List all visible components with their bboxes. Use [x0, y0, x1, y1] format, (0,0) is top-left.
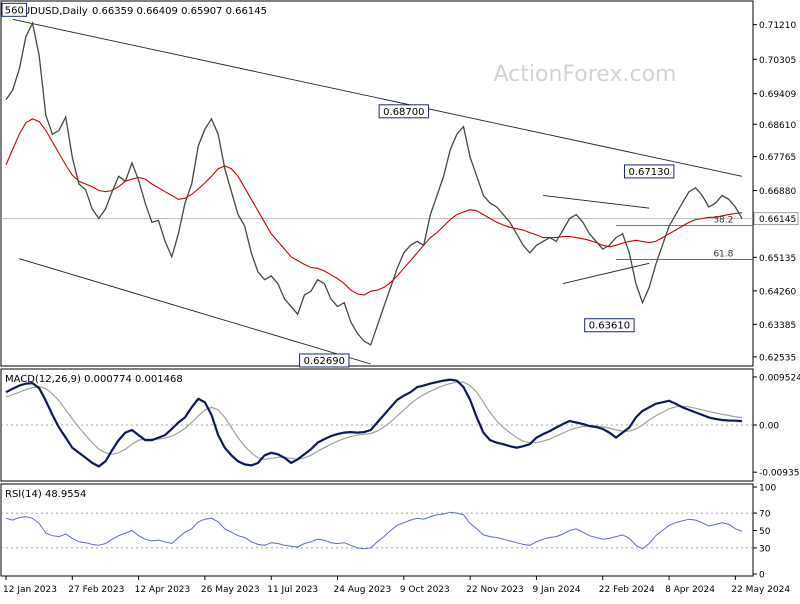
rsi-y-tick-label: 50	[759, 527, 771, 537]
x-tick-label: 12 Jan 2023	[3, 585, 57, 595]
trendline	[19, 258, 371, 365]
macd-signal-line	[5, 381, 743, 460]
macd-line	[5, 378, 743, 468]
macd-y-tick-label: 0.009524	[759, 373, 800, 383]
rsi-title: RSI(14) 48.9554	[5, 489, 86, 500]
watermark: ActionForex.com	[494, 62, 677, 87]
x-tick-label: 12 Apr 2023	[135, 585, 191, 595]
x-tick-label: 22 May 2024	[731, 585, 790, 595]
y-tick-label: 0.65135	[759, 254, 796, 264]
price-trendlines	[12, 18, 753, 365]
y-tick-label: 0.68610	[759, 121, 796, 131]
macd-layer: 0.009524 0.00 -0.00935	[1, 373, 800, 479]
x-tick-label: 9 Oct 2023	[400, 585, 450, 595]
price-label-box	[623, 164, 675, 179]
price-label: 0.62690	[304, 356, 345, 367]
macd-y-tick-label: 0.00	[759, 422, 779, 432]
macd-y-tick-label: -0.00935	[759, 469, 799, 479]
fib-level-label: 38.2	[713, 215, 733, 225]
x-tick-label: 26 May 2023	[201, 585, 260, 595]
rsi-y-tick-label: 0	[759, 571, 765, 581]
rsi-y-tick-label: 70	[759, 510, 771, 520]
price-label-box	[299, 353, 350, 368]
price-label: 560	[5, 5, 24, 16]
trendline	[543, 195, 650, 209]
price-panel-frame	[0, 0, 754, 367]
price-y-axis: 0.71210 0.70305 0.69409 0.68610 0.67765 0.668…	[753, 21, 799, 363]
price-label: 0.63610	[589, 321, 630, 332]
price-label-box	[378, 104, 430, 119]
fib-level-label: 61.8	[713, 249, 733, 259]
rsi-panel-frame	[0, 483, 754, 577]
macd-title: MACD(12,26,9) 0.000774 0.001468	[5, 374, 183, 385]
ohlc-values: 0.66359 0.66409 0.65907 0.66145	[92, 6, 267, 17]
y-tick-label: 0.63385	[759, 321, 796, 331]
x-tick-label: 24 Aug 2023	[334, 585, 392, 595]
x-axis: 12 Jan 2023 27 Feb 2023 12 Apr 2023 26 May …	[3, 576, 790, 595]
y-tick-label: 0.62535	[759, 353, 796, 363]
y-tick-label: 0.69409	[759, 90, 796, 100]
moving-average-line	[5, 118, 743, 296]
x-tick-label: 27 Feb 2023	[68, 585, 124, 595]
trendline	[12, 18, 743, 177]
y-tick-label: 0.64260	[759, 287, 796, 297]
last-price-box	[753, 212, 799, 226]
rsi-y-tick-label: 100	[759, 484, 776, 494]
x-tick-label: 11 Jul 2023	[267, 585, 318, 595]
x-tick-label: 22 Nov 2023	[466, 585, 524, 595]
trendline	[562, 262, 650, 285]
y-tick-label: 0.67765	[759, 153, 796, 163]
y-tick-label: 0.70305	[759, 56, 796, 66]
rsi-layer: 100 70 50 30 0	[1, 484, 776, 581]
price-label: 0.68700	[383, 107, 424, 118]
y-tick-label: 0.66880	[759, 187, 796, 197]
rsi-line	[5, 511, 743, 550]
price-label-box	[1, 2, 28, 17]
rsi-y-tick-label: 30	[759, 544, 771, 554]
price-series	[5, 21, 743, 346]
y-tick-label: 0.66145	[759, 215, 796, 225]
price-annotations: 560 0.68700 0.62690 0.67130 0.63610 38.2 61.8	[1, 2, 734, 368]
price-label-box	[584, 318, 635, 333]
y-tick-label: 0.71210	[759, 21, 796, 31]
x-tick-label: 8 Apr 2024	[665, 585, 715, 595]
symbol-label: AUDUSD,Daily	[16, 6, 88, 17]
price-line	[5, 21, 743, 346]
price-label: 0.67130	[628, 167, 669, 178]
x-tick-label: 9 Jan 2024	[532, 585, 580, 595]
x-tick-label: 22 Feb 2024	[599, 585, 655, 595]
